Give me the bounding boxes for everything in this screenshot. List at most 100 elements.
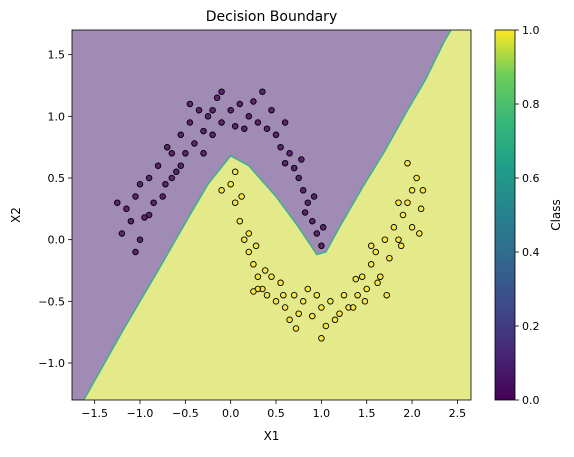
class0-point	[162, 180, 169, 188]
class0-point	[301, 209, 309, 216]
x-axis-ticks: −1.5 −1.0 −0.5 0.0 0.5 1.0 1.5 2.0 2.5	[81, 400, 466, 420]
class1-point	[231, 199, 239, 206]
class0-point	[200, 150, 207, 157]
colorbar-tick-label: 0.6	[522, 172, 540, 185]
class1-point	[241, 236, 248, 243]
class1-point	[252, 242, 260, 250]
class1-point	[286, 316, 293, 324]
class0-point	[163, 143, 171, 151]
class0-point	[298, 156, 305, 163]
x-tick-label: −1.5	[81, 407, 108, 420]
class1-point	[383, 291, 390, 299]
class1-point	[245, 230, 253, 237]
class1-point	[352, 275, 360, 283]
class1-point	[390, 224, 398, 231]
class1-point	[281, 304, 289, 311]
class0-point	[286, 150, 293, 157]
class1-point	[322, 322, 330, 330]
class1-point	[340, 291, 348, 299]
y-tick-label: 0.5	[48, 172, 66, 185]
class0-point	[318, 242, 325, 250]
class0-point	[132, 193, 139, 200]
class0-point	[123, 205, 130, 213]
class1-point	[358, 273, 366, 280]
class0-point	[236, 100, 244, 108]
class0-point	[268, 106, 275, 114]
colorbar-tick-label: 1.0	[522, 24, 540, 37]
class0-point	[281, 119, 289, 126]
class0-point	[263, 125, 271, 132]
class1-point	[361, 298, 369, 305]
x-tick-label: 2.5	[449, 407, 467, 420]
class1-point	[404, 199, 411, 206]
colorbar	[494, 29, 516, 401]
class1-point	[263, 291, 271, 299]
class1-point	[408, 187, 416, 194]
decision-boundary-line	[83, 30, 452, 400]
class0-point	[309, 217, 316, 225]
class0-point	[227, 106, 234, 114]
class1-point	[299, 298, 307, 305]
class1-point	[408, 224, 416, 231]
class1-point	[304, 285, 312, 293]
class0-point	[145, 211, 153, 219]
class0-point	[319, 224, 327, 231]
x-axis-label: X1	[264, 429, 280, 443]
x-tick-label: 2.0	[403, 407, 421, 420]
class0-point	[209, 131, 216, 139]
class1-point	[413, 174, 420, 182]
y-tick-label: −1.0	[38, 357, 65, 370]
class1-point	[377, 273, 384, 280]
class0-point	[182, 150, 189, 157]
class1-point	[367, 261, 375, 268]
class0-points	[114, 88, 327, 256]
class1-point	[386, 254, 393, 262]
y-tick-label: 0.0	[48, 234, 66, 247]
class1-point	[395, 236, 402, 243]
colorbar-tick-label: 0.8	[522, 98, 540, 111]
class0-point	[272, 131, 280, 139]
class0-point	[304, 199, 312, 206]
class1-point	[290, 291, 298, 299]
class1-point	[231, 168, 239, 176]
x-tick-label: 1.0	[313, 407, 331, 420]
class1-point	[250, 261, 257, 268]
plot-frame	[71, 29, 472, 401]
colorbar-tick-label: 0.4	[522, 246, 540, 259]
class1-point	[327, 298, 334, 305]
class0-point	[200, 127, 207, 135]
class0-point	[136, 236, 144, 243]
class1-point	[292, 325, 300, 332]
class1-point	[254, 273, 262, 280]
class0-point	[191, 140, 198, 147]
class1-point	[250, 288, 257, 295]
class1-point	[318, 335, 325, 342]
class1-point	[419, 187, 427, 194]
class0-point	[254, 119, 262, 126]
class0-point	[290, 164, 298, 172]
colorbar-ticks: 0.0 0.2 0.4 0.6 0.8 1.0	[515, 24, 540, 407]
class0-point	[259, 88, 266, 95]
x-tick-label: −0.5	[172, 407, 199, 420]
y-tick-label: −0.5	[38, 295, 65, 308]
class0-point	[177, 162, 185, 169]
class0-point	[209, 106, 216, 114]
y-axis-label: X2	[9, 207, 23, 223]
class1-point	[238, 193, 245, 200]
x-tick-label: 0.5	[267, 407, 285, 420]
class1-point	[374, 279, 381, 287]
colorbar-tick-label: 0.0	[522, 394, 540, 407]
class1-point	[245, 248, 253, 256]
class0-point	[127, 217, 135, 225]
class0-point	[313, 230, 321, 237]
class0-region	[72, 30, 451, 400]
class1-points	[218, 159, 427, 342]
class0-point	[159, 193, 166, 200]
x-tick-label: 0.0	[222, 407, 240, 420]
class1-point	[268, 273, 275, 280]
class0-point	[241, 125, 248, 132]
class0-point	[245, 113, 253, 120]
class0-point	[213, 94, 221, 102]
class0-point	[145, 174, 153, 182]
x-tick-label: −1.0	[127, 407, 154, 420]
